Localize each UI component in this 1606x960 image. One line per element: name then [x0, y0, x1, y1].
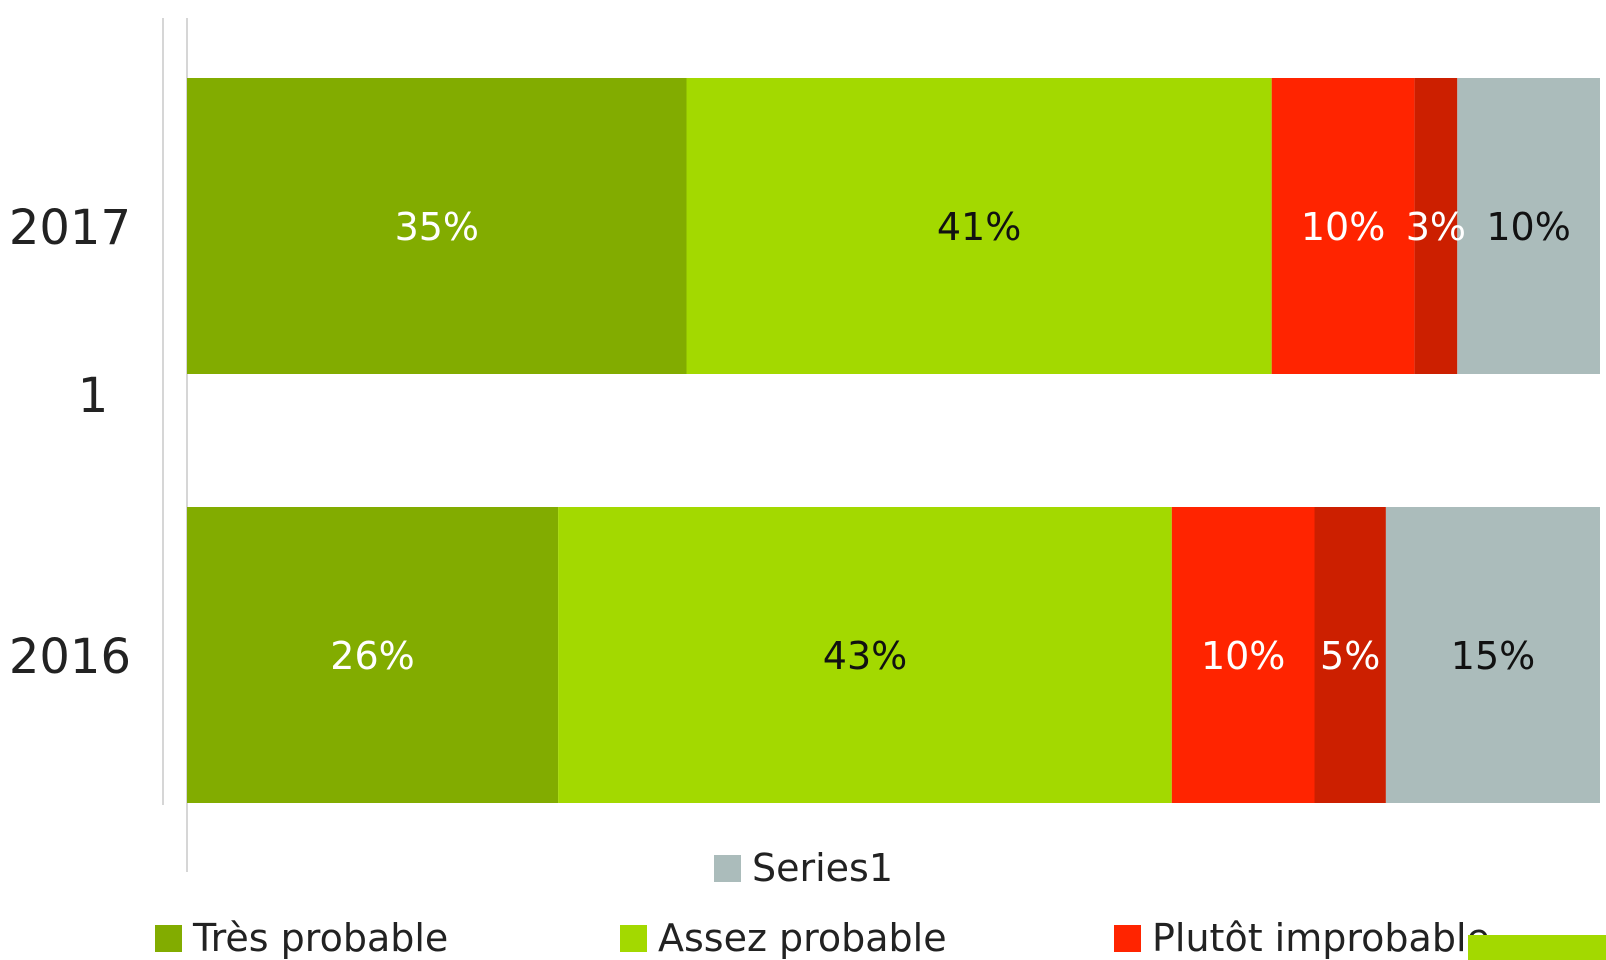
bar-segment-2016-2[interactable] — [1171, 507, 1315, 803]
legend-label: Plutôt improbable — [1152, 916, 1490, 960]
legend-item-tres-probable[interactable]: Très probable — [155, 916, 449, 960]
bar-segment-2017-0[interactable] — [187, 78, 687, 374]
legend-label: Assez probable — [658, 916, 947, 960]
legend-label: Très probable — [193, 916, 449, 960]
legend-swatch — [1114, 924, 1141, 952]
legend-item-plutot-improbable[interactable]: Plutôt improbable — [1114, 916, 1490, 960]
data-label-2017-2: 10% — [1301, 205, 1385, 249]
bar-segment-2017-1[interactable] — [686, 78, 1272, 374]
corner-logo-badge — [1468, 935, 1606, 960]
data-label-2016-3: 5% — [1320, 634, 1380, 678]
data-label-2016-0: 26% — [330, 634, 414, 678]
data-label-2016-4: 15% — [1451, 634, 1535, 678]
legend-swatch — [714, 854, 741, 882]
data-label-2016-1: 43% — [823, 634, 907, 678]
legend-swatch — [620, 924, 647, 952]
category-label-2016: 2016 — [9, 629, 131, 685]
data-label-2017-0: 35% — [395, 205, 479, 249]
data-label-2016-2: 10% — [1201, 634, 1285, 678]
bar-segment-2016-4[interactable] — [1385, 507, 1600, 803]
legend-label: Series1 — [752, 846, 894, 890]
category-labels-layer: 2017 2016 1 — [9, 200, 131, 685]
data-label-2017-4: 10% — [1486, 205, 1570, 249]
bar-segment-2017-2[interactable] — [1271, 78, 1415, 374]
bar-segment-2016-1[interactable] — [558, 507, 1172, 803]
bar-segment-2017-3[interactable] — [1414, 78, 1458, 374]
bar-segment-2016-3[interactable] — [1314, 507, 1386, 803]
secondary-axis-label: 1 — [78, 368, 109, 424]
legend-item-assez-probable[interactable]: Assez probable — [620, 916, 947, 960]
data-label-2017-1: 41% — [937, 205, 1021, 249]
legend-item-series1[interactable]: Series1 — [714, 846, 894, 890]
bar-segment-2017-4[interactable] — [1457, 78, 1600, 374]
bars-layer — [187, 78, 1600, 803]
data-label-2017-3: 3% — [1406, 205, 1466, 249]
bar-segment-2016-0[interactable] — [187, 507, 559, 803]
data-labels-layer: 35% 41% 10% 3% 10% 26% 43% 10% 5% 15% — [330, 205, 1571, 678]
category-label-2017: 2017 — [9, 200, 131, 256]
legend-swatch — [155, 924, 182, 952]
